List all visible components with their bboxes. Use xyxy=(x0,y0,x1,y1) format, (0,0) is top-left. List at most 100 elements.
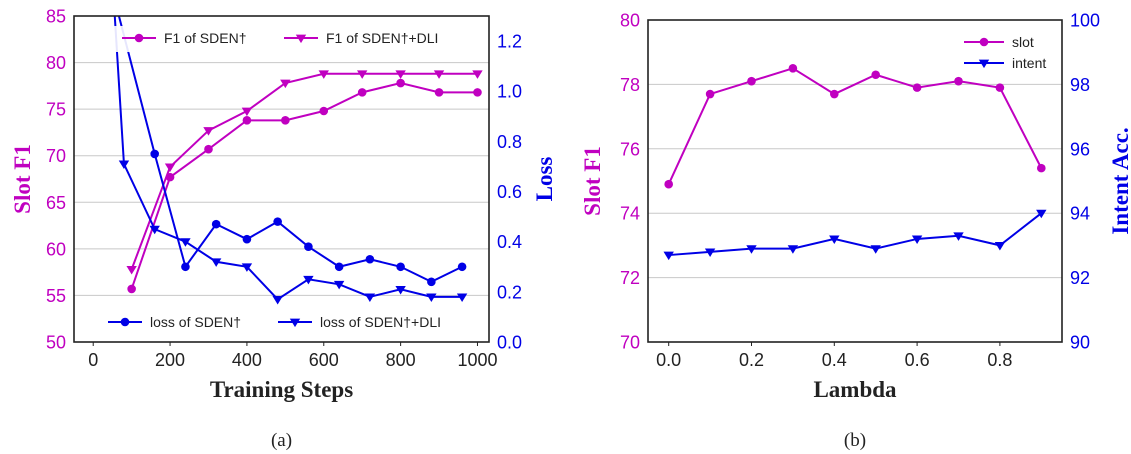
data-point-f1-of-sden- xyxy=(242,116,252,125)
data-point-loss-of-sden-dli xyxy=(210,258,222,267)
data-point-slot xyxy=(871,70,880,80)
data-point-loss-of-sden- xyxy=(273,217,282,226)
data-point-loss-of-sden- xyxy=(334,262,344,272)
y-tick-label-left: 78 xyxy=(620,75,640,95)
x-tick-label: 200 xyxy=(155,350,185,370)
x-tick-label: 0.0 xyxy=(656,350,681,370)
chart-b: 0.0 0.2 0.4 0.6 0.8 70 72 74 76 78 80 90 92 94 96 98 100… xyxy=(580,11,1131,452)
y-tick-label-left: 75 xyxy=(46,100,66,120)
y-tick-label-left: 50 xyxy=(46,333,66,353)
data-point-intent xyxy=(787,245,799,254)
legend-label-loss-of-sden-dli: loss of SDEN†+DLI xyxy=(320,314,441,330)
plot-frame xyxy=(73,15,490,343)
data-point-loss-of-sden-dli xyxy=(118,160,130,170)
series-line-f1-of-sden- xyxy=(130,82,478,290)
data-point-f1-of-sden- xyxy=(434,88,444,97)
data-point-f1-of-sden-dli xyxy=(164,163,176,172)
data-point-slot xyxy=(1037,163,1046,173)
y-tick-label-left: 70 xyxy=(620,333,640,353)
data-point-loss-of-sden-dli xyxy=(364,293,376,302)
data-point-slot xyxy=(747,76,756,86)
x-tick-label: 0.6 xyxy=(905,350,930,370)
data-point-loss-of-sden- xyxy=(365,254,375,264)
legend-marker-loss-of-sden-dli xyxy=(289,318,301,328)
x-tick-label: 400 xyxy=(232,350,262,370)
series-line-slot xyxy=(667,67,1043,185)
data-point-slot xyxy=(788,64,798,73)
y-tick-label-right: 98 xyxy=(1070,75,1090,95)
data-point-f1-of-sden-dli xyxy=(280,79,291,89)
y-tick-label-left: 72 xyxy=(620,268,640,288)
data-point-loss-of-sden- xyxy=(304,242,313,252)
legend-marker-f1-of-sden-dli xyxy=(295,34,307,44)
data-point-slot xyxy=(912,83,922,92)
data-point-f1-of-sden-dli xyxy=(395,70,406,79)
legend-marker-f1-of-sden- xyxy=(134,33,144,43)
legend-top: F1 of SDEN† F1 of SDEN†+DLI xyxy=(110,26,470,52)
y-tick-label-left: 70 xyxy=(46,146,66,166)
data-point-loss-of-sden-dli xyxy=(241,263,253,272)
y-tick-label-left: 60 xyxy=(46,239,66,259)
x-tick-label: 0.2 xyxy=(739,350,764,370)
data-point-f1-of-sden- xyxy=(127,284,136,294)
y-tick-label-right: 0.8 xyxy=(497,132,522,152)
y-tick-label-left: 76 xyxy=(620,139,640,159)
y-axis-title-right: Intent Acc. xyxy=(1108,127,1131,234)
x-axis-title: Lambda xyxy=(813,377,897,402)
data-point-f1-of-sden- xyxy=(396,78,405,88)
y-tick-label-right: 94 xyxy=(1070,204,1090,224)
data-point-loss-of-sden-dli xyxy=(180,238,191,247)
data-point-loss-of-sden- xyxy=(457,262,467,272)
legend-marker-slot xyxy=(979,37,989,47)
data-point-slot xyxy=(995,83,1005,92)
data-point-f1-of-sden-dli xyxy=(241,107,253,117)
data-point-loss-of-sden- xyxy=(181,262,190,272)
legend: slot intent xyxy=(964,34,1046,71)
x-tick-label: 600 xyxy=(309,350,339,370)
data-point-f1-of-sden-dli xyxy=(433,70,445,79)
y-tick-label-right: 90 xyxy=(1070,333,1090,353)
y-tick-label-left: 80 xyxy=(46,53,66,73)
data-point-loss-of-sden- xyxy=(150,149,159,159)
data-point-loss-of-sden-dli xyxy=(456,293,468,302)
x-tick-label: 0.8 xyxy=(987,350,1012,370)
data-point-f1-of-sden- xyxy=(319,106,329,116)
data-point-loss-of-sden- xyxy=(396,262,405,272)
y-tick-label-right: 0.2 xyxy=(497,282,522,302)
data-point-slot xyxy=(705,89,715,99)
y-tick-label-right: 100 xyxy=(1070,11,1100,31)
x-tick-label: 1000 xyxy=(457,350,497,370)
data-point-loss-of-sden-dli xyxy=(333,280,345,290)
data-point-loss-of-sden-dli xyxy=(395,285,406,295)
data-point-intent xyxy=(829,235,840,245)
x-axis-title: Training Steps xyxy=(210,377,353,402)
data-point-f1-of-sden- xyxy=(357,88,367,97)
data-point-loss-of-sden-dli xyxy=(272,295,283,305)
x-tick-label: 800 xyxy=(386,350,416,370)
y-tick-label-right: 1.0 xyxy=(497,82,522,102)
data-point-intent xyxy=(1036,209,1047,219)
caption: (b) xyxy=(844,430,866,451)
data-point-f1-of-sden-dli xyxy=(356,70,368,79)
legend-label-f1-of-sden-: F1 of SDEN† xyxy=(164,30,246,46)
plot-frame xyxy=(647,19,1063,343)
y-tick-label-left: 74 xyxy=(620,204,640,224)
caption: (a) xyxy=(271,430,292,451)
legend-label-loss-of-sden-: loss of SDEN† xyxy=(150,314,241,330)
data-point-f1-of-sden-dli xyxy=(203,127,214,136)
data-point-f1-of-sden- xyxy=(204,144,213,154)
y-tick-label-left: 55 xyxy=(46,286,66,306)
y-tick-label-right: 0.4 xyxy=(497,232,522,252)
data-point-slot xyxy=(954,76,963,86)
y-axis-title-left: Slot F1 xyxy=(580,146,605,216)
data-point-slot xyxy=(830,89,839,99)
y-axis-title-left: Slot F1 xyxy=(10,144,35,214)
data-point-intent xyxy=(994,242,1006,251)
series-line-loss-of-sden- xyxy=(117,16,463,283)
data-point-loss-of-sden-dli xyxy=(149,225,160,235)
y-tick-label-left: 85 xyxy=(46,7,66,27)
y-tick-label-right: 0.6 xyxy=(497,182,522,202)
y-tick-label-left: 65 xyxy=(46,193,66,213)
data-point-intent xyxy=(870,245,881,254)
